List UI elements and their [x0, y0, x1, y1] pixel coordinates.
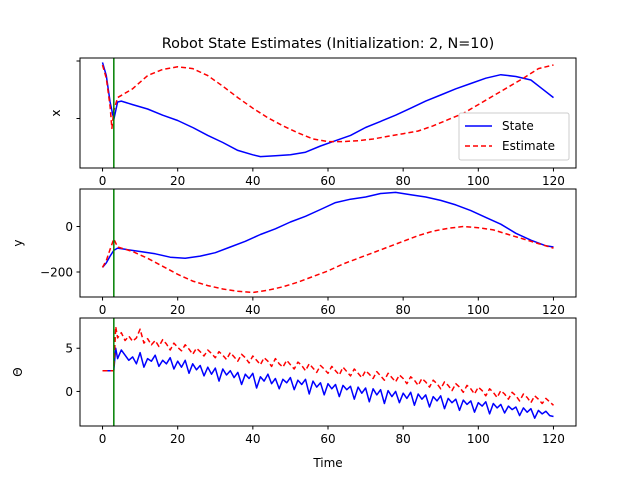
- x-tick-label-x: 120: [542, 174, 565, 188]
- plot-area-y: [101, 189, 554, 297]
- series-estimate-y: [101, 225, 554, 294]
- x-tick-label-y: 100: [467, 303, 490, 317]
- y-tick-label-theta: 0: [65, 385, 73, 399]
- series-estimate-theta: [102, 325, 555, 406]
- chart-title: Robot State Estimates (Initialization: 2…: [162, 36, 494, 52]
- panel-theta: 0 20 40 60 80 100 120 0 5 Θ: [11, 317, 577, 446]
- x-tick-label-theta: 120: [542, 432, 565, 446]
- x-tick-label-theta: 0: [99, 432, 107, 446]
- x-tick-label-theta: 40: [245, 432, 260, 446]
- plot-area-x: [101, 58, 554, 168]
- series-state-x: [101, 62, 554, 158]
- x-tick-label-x: 60: [320, 174, 335, 188]
- legend-state-label: State: [502, 119, 534, 133]
- panel-y: 0 20 40 60 80 100 120 −200 0 y: [11, 188, 577, 317]
- x-tick-label-x: 80: [396, 174, 411, 188]
- x-tick-label-x: 20: [170, 174, 185, 188]
- series-estimate-x: [101, 64, 554, 143]
- x-tick-label-x: 40: [245, 174, 260, 188]
- y-tick-label-y: 0: [65, 220, 73, 234]
- x-tick-label-theta: 80: [396, 432, 411, 446]
- x-tick-label-y: 80: [396, 303, 411, 317]
- y-tick-label-y: −200: [40, 265, 73, 279]
- x-tick-label-x: 0: [99, 174, 107, 188]
- x-tick-label-x: 100: [467, 174, 490, 188]
- panel-x: 0 20 40 60 80 100 120 x: [49, 57, 577, 188]
- x-tick-label-theta: 100: [467, 432, 490, 446]
- legend-estimate-label: Estimate: [502, 139, 555, 153]
- legend-box: [458, 112, 570, 161]
- plot-area-theta: [102, 318, 555, 426]
- x-tick-label-y: 0: [99, 303, 107, 317]
- x-tick-label-y: 40: [245, 303, 260, 317]
- y-axis-label-theta: Θ: [11, 367, 25, 376]
- y-axis-label-x: x: [49, 109, 63, 116]
- x-tick-label-y: 20: [170, 303, 185, 317]
- series-state-theta: [102, 347, 554, 419]
- y-axis-label-y: y: [11, 239, 25, 246]
- x-tick-label-theta: 60: [320, 432, 335, 446]
- x-axis-label: Time: [312, 456, 342, 470]
- series-state-y: [101, 191, 554, 268]
- x-tick-label-theta: 20: [170, 432, 185, 446]
- x-tick-label-y: 120: [542, 303, 565, 317]
- legend: State Estimate: [458, 112, 570, 161]
- x-tick-label-y: 60: [320, 303, 335, 317]
- y-tick-label-theta: 5: [65, 342, 73, 356]
